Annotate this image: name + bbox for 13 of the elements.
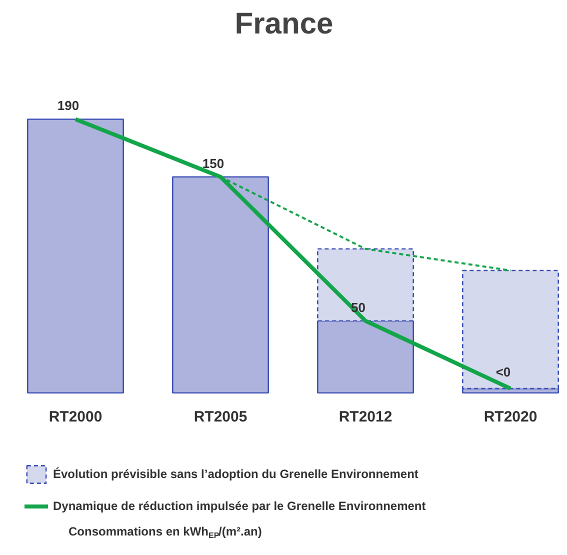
x-tick-label: RT2020 [484, 408, 538, 426]
x-tick-label: RT2000 [48, 408, 102, 426]
x-tick-label: RT2012 [338, 408, 392, 426]
text: France [234, 8, 334, 40]
bar [462, 270, 559, 390]
x-tick-label: RT2005 [194, 408, 248, 426]
legend-label: Dynamique de réduction impulsée par le Grenelle Environnement [53, 499, 426, 513]
data-label: 150 [202, 156, 224, 171]
legend-label: Évolution prévisible sans l’adoption du Grenelle Environnement [53, 467, 418, 481]
bar [172, 176, 269, 394]
data-label: <0 [496, 364, 511, 380]
data-label: 190 [57, 98, 80, 114]
bar [27, 118, 124, 394]
